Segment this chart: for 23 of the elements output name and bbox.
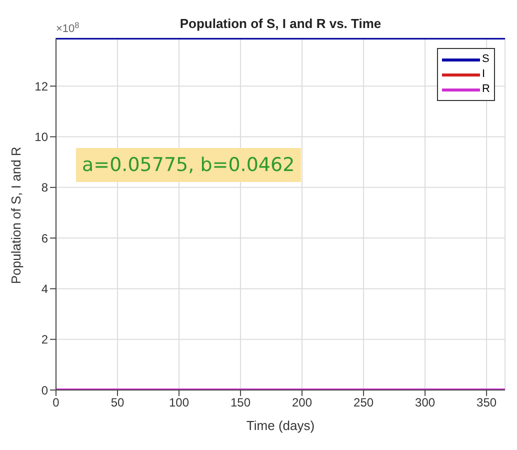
x-tick-label: 100 bbox=[169, 396, 190, 410]
y-tick-label: 6 bbox=[41, 231, 48, 246]
y-tick-label: 2 bbox=[41, 332, 48, 347]
x-tick-label: 300 bbox=[415, 396, 436, 410]
y-tick-label: 0 bbox=[41, 383, 48, 398]
legend-label: R bbox=[482, 82, 490, 97]
legend-label: S bbox=[482, 52, 490, 67]
annotation: a=0.05775, b=0.0462 bbox=[76, 148, 301, 182]
x-tick-label: 200 bbox=[292, 396, 312, 410]
x-tick-label: 250 bbox=[354, 396, 374, 410]
chart-title: Population of S, I and R vs. Time bbox=[180, 16, 382, 31]
x-axis-title: Time (days) bbox=[246, 418, 315, 433]
x-tick-label: 50 bbox=[110, 396, 124, 410]
text: ×10$^{8}$ bbox=[56, 20, 80, 35]
y-tick-label: 12 bbox=[34, 79, 48, 94]
y-axis-title: Population of S, I and R bbox=[8, 146, 24, 284]
x-tick-label: 350 bbox=[476, 396, 497, 410]
x-tick-label: 0 bbox=[52, 396, 60, 410]
y-tick-label: 8 bbox=[41, 180, 48, 195]
x-tick-label: 150 bbox=[230, 396, 251, 410]
y-tick-label: 10 bbox=[34, 130, 48, 144]
y-tick-label: 4 bbox=[41, 282, 48, 296]
legend-label: I bbox=[482, 67, 486, 82]
